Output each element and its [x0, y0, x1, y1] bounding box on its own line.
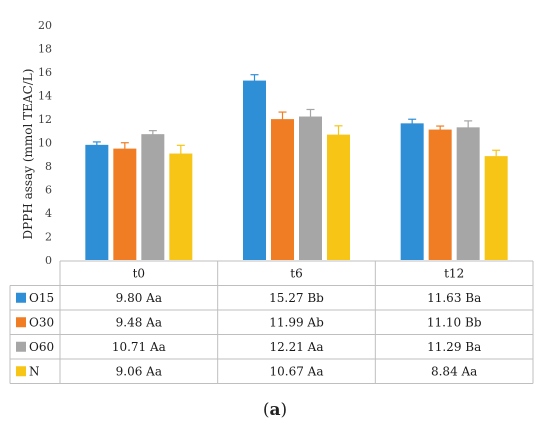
bar-O15-t6 — [243, 80, 266, 260]
legend-swatch-O60 — [16, 341, 26, 352]
bar-O30-t12 — [428, 129, 452, 260]
y-tick-label: 20 — [38, 19, 52, 32]
data-label-O30-t12: 11.10 Bb — [427, 315, 482, 329]
data-label-O15-t0: 9.80 Aa — [116, 291, 162, 305]
y-tick-label: 14 — [38, 90, 52, 103]
caption-letter: a — [269, 400, 281, 420]
category-label-t0: t0 — [133, 266, 145, 280]
figure-caption: (a) — [0, 400, 550, 420]
bar-N-t0 — [169, 153, 193, 260]
y-tick-label: 4 — [45, 207, 52, 220]
category-label-t12: t12 — [444, 266, 464, 280]
y-axis: 0 2 4 6 8 10 12 14 16 18 20 — [38, 19, 52, 267]
bar-N-t6 — [327, 134, 350, 260]
y-tick-label: 8 — [45, 160, 52, 173]
data-label-N-t12: 8.84 Aa — [431, 364, 477, 378]
data-label-O30-t6: 11.99 Ab — [269, 315, 324, 329]
bars — [85, 74, 508, 261]
caption-close: ) — [280, 400, 288, 420]
y-tick-label: 10 — [38, 137, 52, 150]
legend-name-N: N — [29, 364, 40, 378]
legend-swatch-O30 — [16, 317, 26, 328]
data-label-O60-t0: 10.71 Aa — [112, 340, 166, 354]
data-table: t0 t6 t12 O15 9.80 Aa 15.27 Bb 11.63 Ba O30 9.48… — [9, 260, 534, 384]
bar-O15-t0 — [85, 144, 109, 260]
data-label-O15-t6: 15.27 Bb — [269, 291, 324, 305]
legend-name-O30: O30 — [29, 315, 54, 329]
data-label-O60-t12: 11.29 Ba — [427, 340, 481, 354]
bar-O30-t0 — [113, 148, 137, 260]
legend-swatch-O15 — [16, 292, 26, 303]
bar-O60-t0 — [141, 134, 165, 260]
category-label-t6: t6 — [290, 266, 302, 280]
legend-name-O60: O60 — [29, 340, 54, 354]
data-label-O30-t0: 9.48 Aa — [116, 315, 162, 329]
y-tick-label: 0 — [45, 254, 52, 267]
y-tick-label: 12 — [38, 113, 52, 126]
bar-O60-t6 — [299, 116, 322, 260]
legend-name-O15: O15 — [29, 291, 54, 305]
bar-N-t12 — [484, 156, 508, 260]
y-axis-label: DPPH assay (mmol TEAC/L) — [21, 69, 35, 240]
data-label-O15-t12: 11.63 Ba — [427, 291, 481, 305]
y-tick-label: 6 — [45, 184, 52, 197]
bar-O60-t12 — [456, 127, 480, 260]
data-label-O60-t6: 12.21 Aa — [270, 340, 324, 354]
legend-swatch-N — [16, 366, 26, 377]
data-label-N-t6: 10.67 Aa — [270, 364, 324, 378]
y-tick-label: 2 — [45, 231, 52, 244]
data-label-N-t0: 9.06 Aa — [116, 364, 162, 378]
caption-open: ( — [262, 400, 270, 420]
y-tick-label: 16 — [38, 66, 52, 79]
bar-O30-t6 — [271, 119, 294, 261]
bar-O15-t12 — [400, 123, 424, 260]
y-tick-label: 18 — [38, 43, 52, 56]
